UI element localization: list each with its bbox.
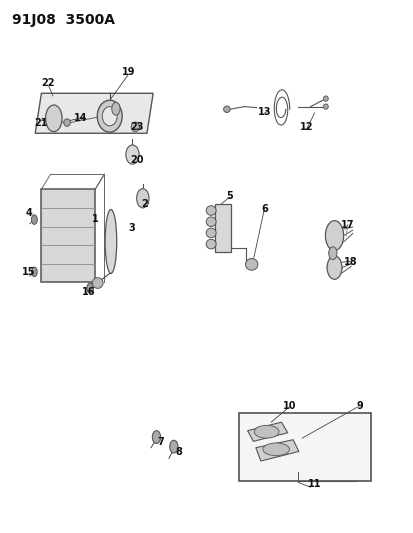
Ellipse shape (97, 100, 122, 132)
Ellipse shape (206, 228, 216, 238)
Polygon shape (247, 422, 287, 441)
Text: 3: 3 (128, 223, 135, 233)
Text: 91J08  3500A: 91J08 3500A (12, 13, 115, 27)
Ellipse shape (328, 247, 336, 260)
Text: 2: 2 (141, 199, 148, 208)
Bar (215, 204, 230, 252)
Bar (239, 413, 370, 481)
Text: 10: 10 (282, 401, 296, 411)
Ellipse shape (206, 239, 216, 249)
Text: 21: 21 (35, 118, 48, 127)
Text: 19: 19 (121, 67, 135, 77)
Ellipse shape (136, 189, 149, 208)
Text: 14: 14 (74, 114, 87, 123)
Text: 18: 18 (344, 257, 357, 267)
Text: 12: 12 (299, 122, 312, 132)
Ellipse shape (223, 106, 230, 112)
Text: 5: 5 (226, 191, 233, 201)
Ellipse shape (126, 145, 139, 164)
Ellipse shape (169, 440, 178, 453)
Text: 15: 15 (22, 267, 36, 277)
Text: 23: 23 (130, 122, 143, 132)
Ellipse shape (31, 215, 37, 224)
Text: 4: 4 (26, 208, 32, 218)
Bar (41, 189, 95, 282)
Ellipse shape (152, 431, 160, 443)
Ellipse shape (325, 221, 343, 251)
Text: 8: 8 (175, 447, 182, 457)
Text: 20: 20 (130, 155, 143, 165)
Ellipse shape (105, 209, 116, 273)
Ellipse shape (326, 256, 341, 279)
Text: 16: 16 (82, 287, 95, 297)
Ellipse shape (112, 102, 120, 115)
Ellipse shape (262, 443, 289, 456)
Text: 7: 7 (157, 438, 164, 447)
Ellipse shape (254, 425, 278, 438)
Polygon shape (255, 440, 298, 461)
Text: 9: 9 (356, 401, 363, 411)
Ellipse shape (31, 267, 37, 277)
Ellipse shape (206, 217, 216, 227)
Ellipse shape (323, 104, 328, 109)
Text: 13: 13 (258, 107, 271, 117)
Ellipse shape (64, 119, 70, 126)
Text: 6: 6 (261, 204, 268, 214)
Text: 1: 1 (92, 214, 98, 223)
Text: 17: 17 (340, 220, 354, 230)
Ellipse shape (323, 96, 328, 101)
Ellipse shape (245, 259, 257, 270)
Ellipse shape (102, 107, 117, 126)
Text: 11: 11 (307, 479, 320, 489)
Ellipse shape (206, 206, 216, 215)
Ellipse shape (92, 278, 103, 288)
Ellipse shape (87, 283, 93, 293)
Text: 22: 22 (41, 78, 54, 87)
Polygon shape (35, 93, 153, 133)
Ellipse shape (131, 122, 139, 132)
Ellipse shape (45, 105, 62, 132)
